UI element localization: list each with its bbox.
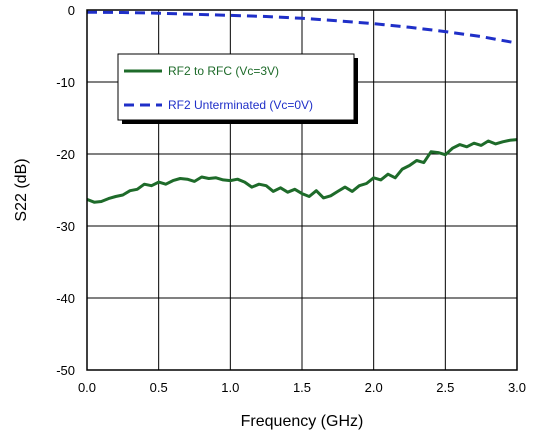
legend-label-series-2: RF2 Unterminated (Vc=0V) [168, 98, 313, 112]
series-line-1 [86, 138, 518, 204]
series-lines [86, 10, 518, 204]
x-tick-label: 0.0 [78, 380, 96, 395]
y-tick-label: -30 [56, 219, 75, 234]
legend-box [117, 53, 355, 121]
x-tick-label: 1.5 [293, 380, 311, 395]
x-tick-label: 1.0 [221, 380, 239, 395]
x-tick-label: 2.0 [365, 380, 383, 395]
legend-label-series-1: RF2 to RFC (Vc=3V) [168, 64, 279, 78]
series-line-2 [86, 10, 518, 45]
y-tick-label: -50 [56, 363, 75, 378]
y-tick-label: -40 [56, 291, 75, 306]
x-axis-label: Frequency (GHz) [241, 413, 364, 430]
y-tick-label: 0 [68, 3, 75, 18]
y-tick-label: -10 [56, 75, 75, 90]
y-tick-label: -20 [56, 147, 75, 162]
x-tick-label: 3.0 [508, 380, 526, 395]
y-axis-label: S22 (dB) [13, 158, 30, 221]
tick-labels: 0.0 0.5 1.0 1.5 2.0 2.5 3.0 0 -10 -20 -30 -40 -50 [56, 3, 526, 395]
x-tick-label: 2.5 [436, 380, 454, 395]
plot-frame [86, 9, 518, 371]
x-tick-label: 0.5 [150, 380, 168, 395]
legend: RF2 to RFC (Vc=3V) RF2 Unterminated (Vc=… [117, 53, 358, 124]
